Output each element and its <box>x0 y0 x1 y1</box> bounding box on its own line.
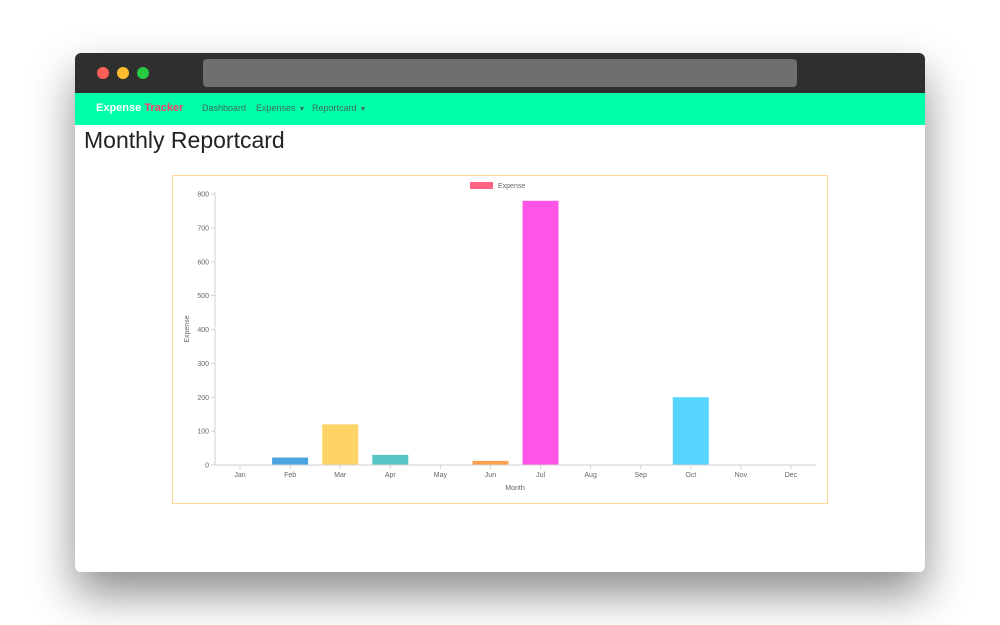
brand-logo[interactable]: Expense Tracker <box>96 102 183 114</box>
y-tick-label: 0 <box>205 463 209 470</box>
x-tick-label-jul: Jul <box>536 472 545 479</box>
y-tick-label: 500 <box>197 293 209 300</box>
y-tick-label: 300 <box>197 361 209 368</box>
chart-container: Expense 0 100 200 300 400 500 600 700 800 Jan Feb… <box>172 175 828 504</box>
maximize-window-button[interactable] <box>137 67 149 79</box>
x-tick-label-nov: Nov <box>735 472 748 479</box>
nav-expenses-dropdown[interactable]: Expenses ▼ <box>256 103 305 113</box>
browser-window: Expense Tracker Dashboard Expenses ▼ Repor… <box>75 53 925 572</box>
y-tick-label: 700 <box>197 225 209 232</box>
x-tick-label-mar: Mar <box>334 472 347 479</box>
bar-apr[interactable] <box>372 454 409 465</box>
x-tick-label-dec: Dec <box>785 472 798 479</box>
address-bar[interactable] <box>203 59 797 87</box>
y-tick-label: 600 <box>197 259 209 266</box>
bar-jul[interactable] <box>522 200 559 465</box>
nav-expenses-label: Expenses <box>256 103 296 113</box>
brand-part1: Expense <box>96 102 142 114</box>
x-tick-label-sep: Sep <box>634 472 647 479</box>
x-tick-label-feb: Feb <box>284 472 296 479</box>
bar-feb[interactable] <box>272 457 309 465</box>
bar-jun[interactable] <box>472 460 509 465</box>
x-tick-label-jun: Jun <box>485 472 496 479</box>
legend-label[interactable]: Expense <box>498 183 525 190</box>
navbar: Expense Tracker Dashboard Expenses ▼ Repor… <box>75 93 925 125</box>
x-tick-label-apr: Apr <box>385 472 397 479</box>
legend-swatch[interactable] <box>470 182 493 189</box>
nav-reportcard-dropdown[interactable]: Reportcard ▼ <box>312 103 366 113</box>
x-tick-label-jan: Jan <box>234 472 245 479</box>
x-axis-title: Month <box>505 485 525 492</box>
close-window-button[interactable] <box>97 67 109 79</box>
page-title: Monthly Reportcard <box>84 127 285 153</box>
bar-mar[interactable] <box>322 424 359 465</box>
brand-part2: Tracker <box>144 102 184 114</box>
bar-chart: Expense 0 100 200 300 400 500 600 700 800 Jan Feb… <box>184 182 816 492</box>
y-tick-label: 800 <box>197 192 209 199</box>
nav-reportcard-label: Reportcard <box>312 103 357 113</box>
browser-titlebar <box>75 53 925 93</box>
x-tick-label-aug: Aug <box>584 472 597 479</box>
nav-dashboard-link[interactable]: Dashboard <box>202 103 246 113</box>
y-tick-label: 100 <box>197 429 209 436</box>
bar-oct[interactable] <box>672 397 709 465</box>
minimize-window-button[interactable] <box>117 67 129 79</box>
y-tick-label: 200 <box>197 395 209 402</box>
caret-down-icon: ▼ <box>359 106 367 113</box>
y-axis-title: Expense <box>184 315 191 342</box>
nav-dashboard-label: Dashboard <box>202 103 247 113</box>
x-tick-label-oct: Oct <box>685 472 696 479</box>
y-tick-label: 400 <box>197 327 209 334</box>
caret-down-icon: ▼ <box>298 106 306 113</box>
x-tick-label-may: May <box>434 472 448 479</box>
